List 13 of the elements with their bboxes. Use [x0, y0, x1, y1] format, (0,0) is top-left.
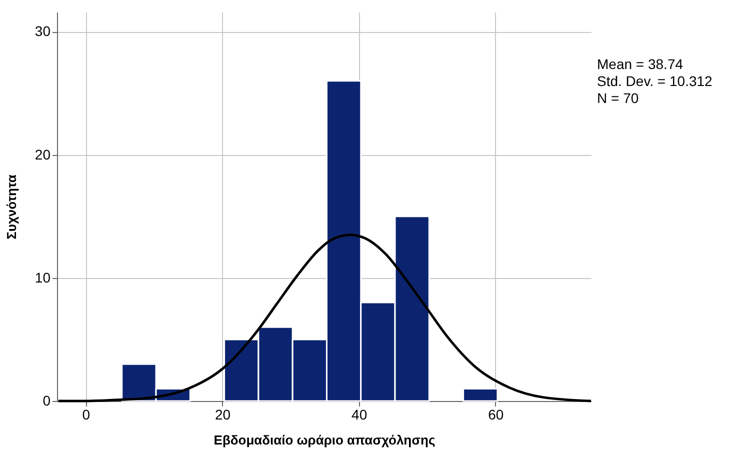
text: Std. Dev. = 10.312 [597, 73, 713, 89]
y-tick-label: 10 [34, 269, 51, 286]
y-tick-label: 0 [42, 392, 51, 408]
y-tick-label: 20 [34, 146, 51, 162]
x-tick-label: 20 [214, 406, 231, 422]
y-tick-label: 30 [34, 23, 51, 40]
y-axis-title: Συχνότητα [4, 174, 19, 240]
x-tick-label: 0 [82, 406, 90, 422]
text: N = 70 [597, 90, 639, 106]
x-axis-title: Εβδομαδιαίο ωράριο απασχόλησης [214, 432, 436, 448]
x-tick-label: 60 [488, 406, 504, 422]
x-tick-label: 40 [352, 406, 368, 422]
text: Mean = 38.74 [597, 56, 684, 72]
